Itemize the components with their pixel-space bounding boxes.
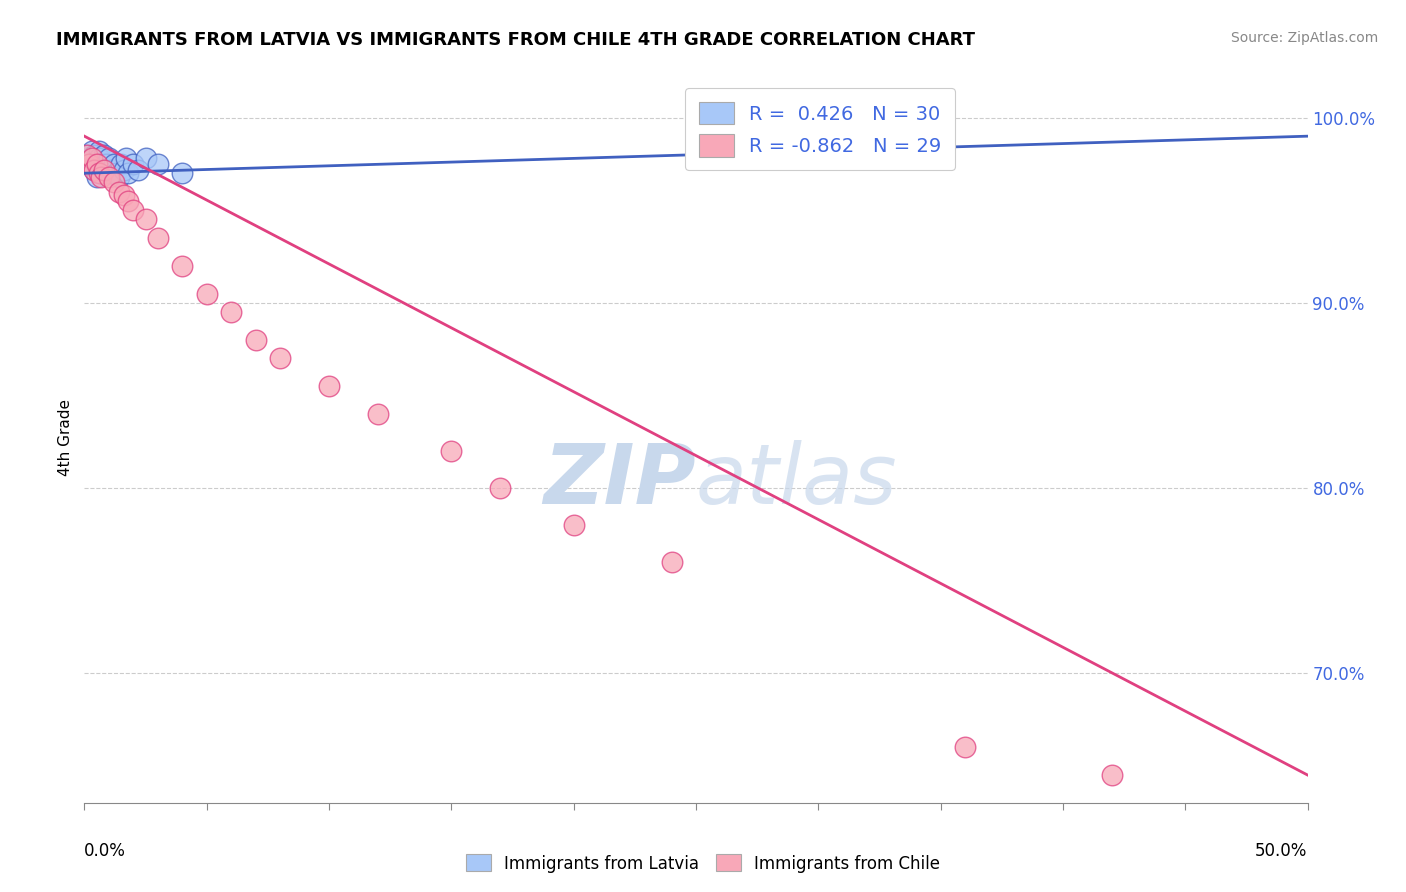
Point — [80, 144, 103, 158]
Point — [107, 185, 129, 199]
Point — [80, 152, 103, 166]
Point — [90, 157, 112, 171]
Point — [172, 259, 194, 273]
Legend: Immigrants from Latvia, Immigrants from Chile: Immigrants from Latvia, Immigrants from … — [460, 847, 946, 880]
Text: ZIP: ZIP — [543, 441, 696, 522]
Point — [115, 152, 138, 166]
Point — [93, 147, 115, 161]
Point — [562, 518, 585, 533]
Point — [122, 157, 145, 171]
Point — [90, 166, 112, 180]
Point — [318, 379, 340, 393]
Point — [87, 166, 110, 180]
Point — [127, 162, 149, 177]
Point — [172, 166, 194, 180]
Point — [93, 162, 115, 177]
Point — [87, 152, 110, 166]
Point — [135, 212, 157, 227]
Point — [112, 162, 135, 177]
Y-axis label: 4th Grade: 4th Grade — [58, 399, 73, 475]
Point — [76, 147, 98, 161]
Point — [105, 166, 128, 180]
Text: 50.0%: 50.0% — [1256, 842, 1308, 860]
Point — [110, 157, 132, 171]
Point — [195, 286, 218, 301]
Point — [97, 152, 120, 166]
Point — [90, 169, 112, 184]
Point — [856, 138, 879, 153]
Point — [103, 176, 125, 190]
Point — [103, 157, 125, 171]
Point — [117, 194, 139, 208]
Point — [77, 157, 100, 171]
Point — [83, 162, 105, 177]
Point — [80, 152, 103, 166]
Point — [86, 157, 108, 171]
Point — [440, 444, 463, 458]
Point — [97, 166, 120, 180]
Point — [86, 169, 108, 184]
Text: IMMIGRANTS FROM LATVIA VS IMMIGRANTS FROM CHILE 4TH GRADE CORRELATION CHART: IMMIGRANTS FROM LATVIA VS IMMIGRANTS FRO… — [56, 31, 976, 49]
Point — [83, 147, 105, 161]
Text: atlas: atlas — [696, 441, 897, 522]
Point — [83, 162, 105, 177]
Point — [76, 147, 98, 161]
Point — [146, 231, 169, 245]
Text: Source: ZipAtlas.com: Source: ZipAtlas.com — [1230, 31, 1378, 45]
Point — [97, 169, 120, 184]
Point — [122, 203, 145, 218]
Point — [87, 144, 110, 158]
Point — [367, 407, 389, 421]
Point — [146, 157, 169, 171]
Point — [117, 166, 139, 180]
Point — [112, 188, 135, 202]
Point — [953, 740, 976, 755]
Point — [77, 157, 100, 171]
Point — [96, 157, 118, 171]
Point — [219, 305, 242, 319]
Point — [661, 555, 683, 569]
Point — [245, 333, 267, 347]
Point — [135, 152, 157, 166]
Point — [489, 481, 512, 495]
Point — [100, 162, 122, 177]
Point — [107, 169, 129, 184]
Point — [269, 351, 291, 366]
Text: 0.0%: 0.0% — [84, 842, 127, 860]
Point — [1101, 768, 1123, 782]
Legend: R =  0.426   N = 30, R = -0.862   N = 29: R = 0.426 N = 30, R = -0.862 N = 29 — [685, 88, 955, 170]
Point — [86, 157, 108, 171]
